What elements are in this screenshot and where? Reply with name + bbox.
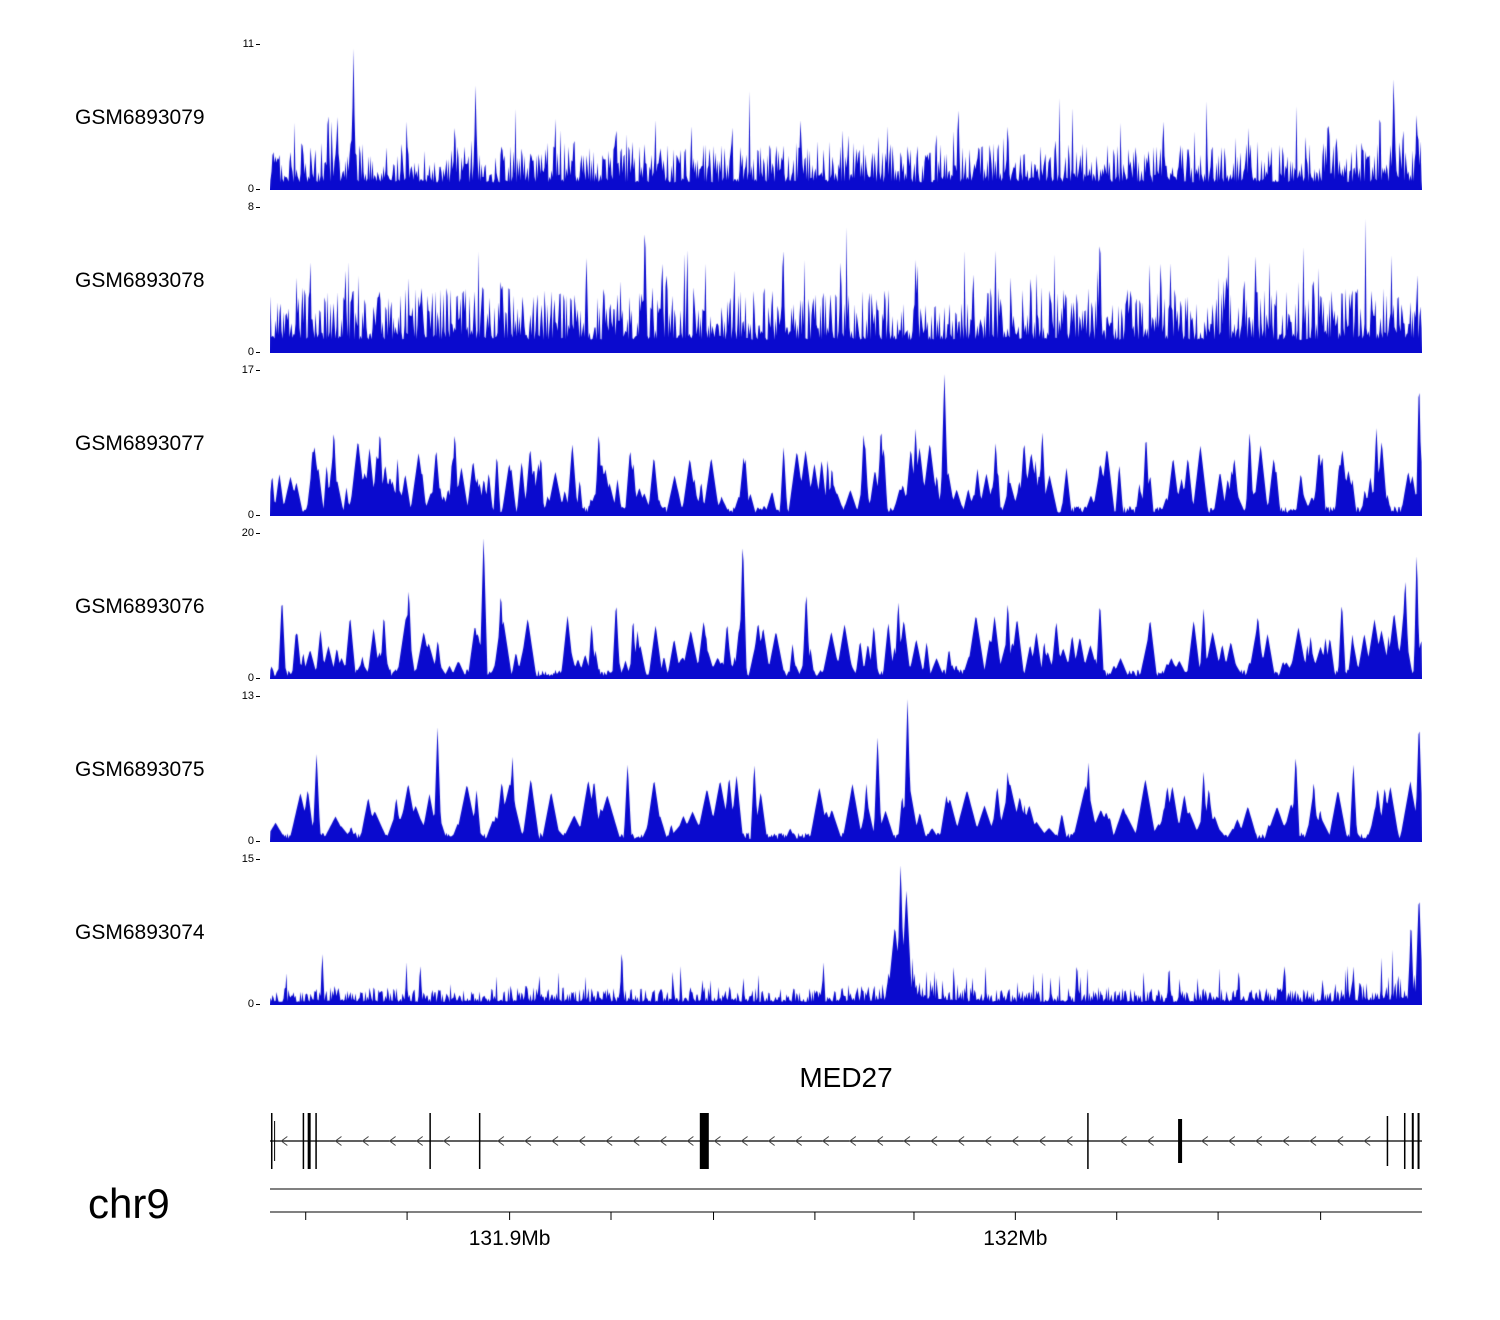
chromosome-label: chr9 xyxy=(88,1180,170,1227)
exon xyxy=(1403,1113,1406,1169)
track-ymin-label: 0 xyxy=(0,346,260,358)
coverage-signal xyxy=(270,371,1422,516)
strand-arrow-left-icon xyxy=(605,1136,613,1146)
track-row: GSM6893074 15 0 xyxy=(0,853,1500,1010)
strand-arrow-left-icon xyxy=(767,1136,775,1146)
track-label: GSM6893076 xyxy=(75,594,205,618)
track-label: GSM6893078 xyxy=(75,268,205,292)
strand-arrow-left-icon xyxy=(794,1136,802,1146)
track-ymax-label: 20 xyxy=(0,527,260,539)
exon xyxy=(315,1113,317,1169)
strand-arrow-left-icon xyxy=(740,1136,748,1146)
strand-arrow-left-icon xyxy=(1119,1136,1127,1146)
strand-arrow-left-icon xyxy=(1065,1136,1073,1146)
exon xyxy=(1386,1116,1389,1166)
axis-tick-label: 131.9Mb xyxy=(469,1227,551,1250)
track-label: GSM6893075 xyxy=(75,757,205,781)
strand-arrow-left-icon xyxy=(957,1136,965,1146)
strand-arrow-left-icon xyxy=(849,1136,857,1146)
track-ymin-label: 0 xyxy=(0,998,260,1010)
coverage-signal xyxy=(270,860,1422,1005)
gene-name-label: MED27 xyxy=(799,1062,893,1093)
exon xyxy=(429,1113,431,1169)
track-ymax-label: 8 xyxy=(0,201,260,213)
strand-arrow-left-icon xyxy=(551,1136,559,1146)
track-label: GSM6893079 xyxy=(75,105,205,129)
strand-arrow-left-icon xyxy=(442,1136,451,1146)
track-ymin-label: 0 xyxy=(0,672,260,684)
exon xyxy=(307,1113,311,1169)
strand-arrow-left-icon xyxy=(659,1136,667,1146)
gene-model xyxy=(270,1113,1422,1169)
exon xyxy=(1411,1113,1414,1169)
strand-arrow-left-icon xyxy=(1336,1136,1344,1146)
strand-arrow-left-icon xyxy=(1200,1136,1209,1146)
track-row: GSM6893078 8 0 xyxy=(0,201,1500,358)
track-ymin-label: 0 xyxy=(0,509,260,521)
strand-arrow-left-icon xyxy=(1309,1136,1317,1146)
track-row: GSM6893076 20 0 xyxy=(0,527,1500,684)
strand-arrow-left-icon xyxy=(524,1136,532,1146)
coverage-signal xyxy=(270,45,1422,190)
strand-arrow-left-icon xyxy=(280,1136,288,1146)
track-ymax-label: 17 xyxy=(0,364,260,376)
strand-arrow-left-icon xyxy=(1363,1136,1371,1146)
track-row: GSM6893079 11 0 xyxy=(0,38,1500,195)
genome-ruler: 131.9Mb 132Mb xyxy=(270,1188,1422,1250)
strand-arrow-left-icon xyxy=(415,1136,423,1146)
strand-arrow-left-icon xyxy=(334,1136,342,1146)
strand-arrow-left-icon xyxy=(497,1136,505,1146)
strand-arrow-left-icon xyxy=(821,1136,830,1146)
track-ymax-label: 11 xyxy=(0,38,260,50)
track-label: GSM6893077 xyxy=(75,431,205,455)
exon xyxy=(274,1121,276,1161)
exon xyxy=(270,1113,273,1169)
track-ymin-label: 0 xyxy=(0,183,260,195)
coverage-signal xyxy=(270,534,1422,679)
track-ymin-label: 0 xyxy=(0,835,260,847)
strand-arrow-left-icon xyxy=(1255,1136,1263,1146)
strand-arrow-left-icon xyxy=(876,1136,884,1146)
strand-arrow-left-icon xyxy=(1282,1136,1290,1146)
exon xyxy=(1178,1119,1183,1163)
track-ymax-label: 13 xyxy=(0,690,260,702)
strand-arrow-left-icon xyxy=(713,1136,721,1146)
strand-arrow-left-icon xyxy=(361,1136,369,1146)
axis-tick-label: 132Mb xyxy=(983,1227,1047,1250)
exon xyxy=(478,1113,481,1169)
strand-arrow-left-icon xyxy=(1011,1136,1019,1146)
strand-arrow-left-icon xyxy=(388,1136,396,1146)
strand-arrow-left-icon xyxy=(578,1136,586,1146)
exon xyxy=(699,1113,709,1169)
strand-arrow-left-icon xyxy=(1228,1136,1236,1146)
strand-arrow-left-icon xyxy=(1146,1136,1154,1146)
coverage-signal xyxy=(270,208,1422,353)
strand-arrow-left-icon xyxy=(632,1136,640,1146)
track-row: GSM6893075 13 0 xyxy=(0,690,1500,847)
strand-arrow-left-icon xyxy=(984,1136,992,1146)
track-ymax-label: 15 xyxy=(0,853,260,865)
strand-arrow-left-icon xyxy=(686,1136,694,1146)
track-label: GSM6893074 xyxy=(75,920,205,944)
track-row: GSM6893077 17 0 xyxy=(0,364,1500,521)
exon xyxy=(1417,1113,1420,1169)
exon xyxy=(1087,1113,1089,1169)
coverage-signal xyxy=(270,697,1422,842)
strand-arrow-left-icon xyxy=(1038,1136,1046,1146)
coverage-tracks-panel: GSM6893079 11 0 GSM6893078 8 0 GSM6893077 17 0 GS… xyxy=(0,38,1500,1023)
exon xyxy=(302,1113,305,1169)
strand-arrow-left-icon xyxy=(903,1136,911,1146)
strand-arrow-left-icon xyxy=(930,1136,938,1146)
